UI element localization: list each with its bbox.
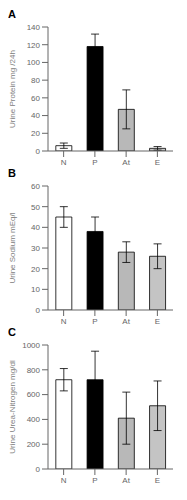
svg-text:10: 10 xyxy=(31,285,40,294)
svg-text:800: 800 xyxy=(27,366,41,375)
svg-text:1000: 1000 xyxy=(22,341,40,350)
svg-text:At: At xyxy=(122,476,130,485)
svg-text:P: P xyxy=(92,476,97,485)
svg-text:400: 400 xyxy=(27,415,41,424)
svg-text:N: N xyxy=(61,317,67,326)
svg-text:0: 0 xyxy=(36,306,41,315)
svg-text:Urine Sodium mEq/l: Urine Sodium mEq/l xyxy=(8,212,17,283)
html-text:A: A xyxy=(8,8,16,20)
svg-text:50: 50 xyxy=(31,203,40,212)
svg-text:140: 140 xyxy=(27,23,41,32)
html-text:C: C xyxy=(8,326,16,338)
svg-text:100: 100 xyxy=(27,58,41,67)
svg-text:P: P xyxy=(92,317,97,326)
svg-text:200: 200 xyxy=(27,440,41,449)
html-text:B: B xyxy=(8,167,16,179)
svg-text:60: 60 xyxy=(31,94,40,103)
svg-text:Urine Urea-Nitrogen mg/dl: Urine Urea-Nitrogen mg/dl xyxy=(8,360,17,454)
svg-text:120: 120 xyxy=(27,41,41,50)
svg-text:0: 0 xyxy=(36,147,41,156)
svg-text:E: E xyxy=(155,158,160,167)
svg-text:40: 40 xyxy=(31,111,40,120)
svg-text:N: N xyxy=(61,476,67,485)
svg-text:E: E xyxy=(155,317,160,326)
svg-text:20: 20 xyxy=(31,129,40,138)
svg-text:40: 40 xyxy=(31,223,40,232)
svg-text:20: 20 xyxy=(31,265,40,274)
svg-text:80: 80 xyxy=(31,76,40,85)
svg-text:At: At xyxy=(122,158,130,167)
svg-text:600: 600 xyxy=(27,390,41,399)
svg-text:30: 30 xyxy=(31,244,40,253)
svg-text:60: 60 xyxy=(31,182,40,191)
svg-text:0: 0 xyxy=(36,465,41,474)
svg-text:At: At xyxy=(122,317,130,326)
svg-text:Urine Protein mg /24h: Urine Protein mg /24h xyxy=(8,50,17,128)
svg-text:P: P xyxy=(92,158,97,167)
svg-text:N: N xyxy=(61,158,67,167)
svg-text:E: E xyxy=(155,476,160,485)
